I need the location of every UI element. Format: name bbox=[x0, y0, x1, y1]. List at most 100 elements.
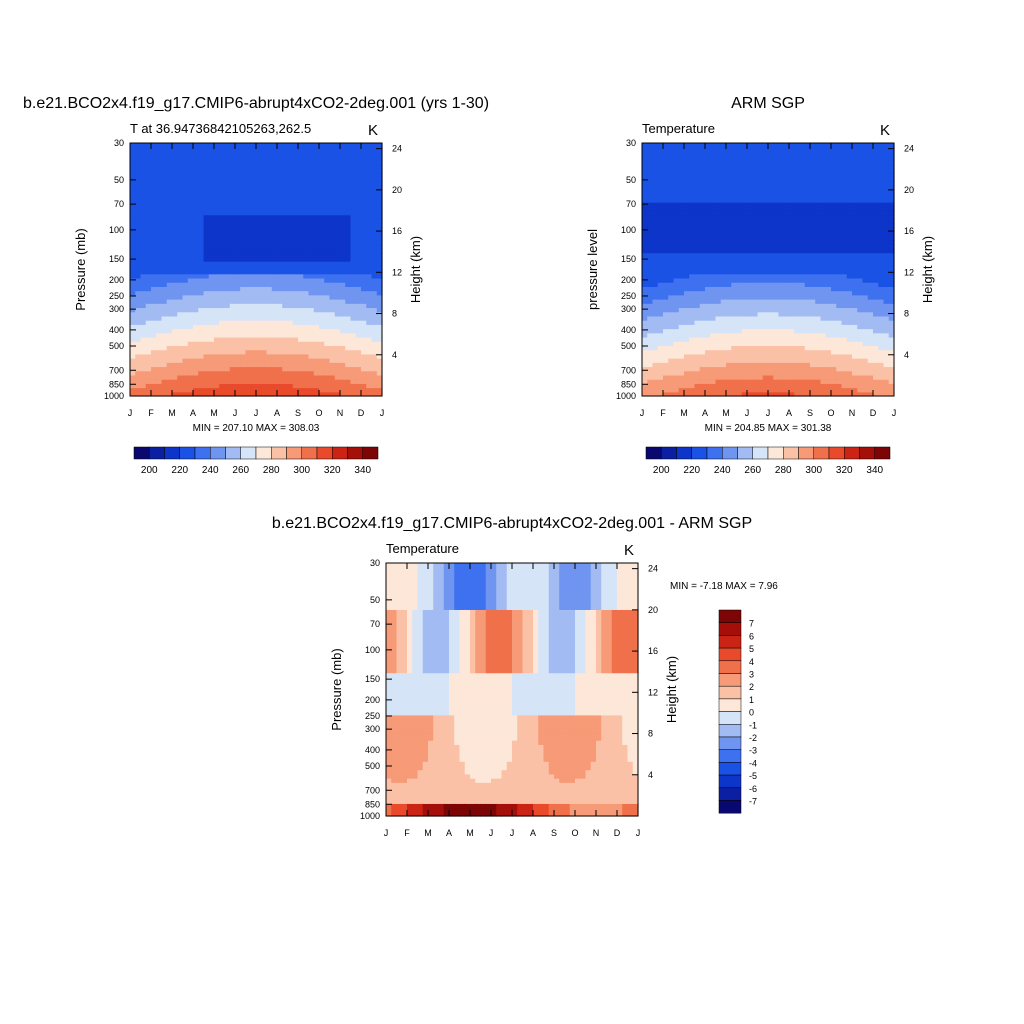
contour-cell bbox=[161, 387, 168, 393]
contour-cell bbox=[161, 197, 168, 203]
contour-cell bbox=[261, 252, 268, 258]
contour-cell bbox=[208, 202, 215, 207]
contour-cell bbox=[642, 180, 648, 186]
contour-cell bbox=[642, 189, 648, 195]
contour-cell bbox=[783, 328, 790, 334]
contour-cell bbox=[720, 210, 727, 216]
contour-cell bbox=[720, 277, 727, 283]
contour-cell bbox=[736, 273, 743, 279]
contour-cell bbox=[235, 155, 241, 161]
contour-cell bbox=[804, 328, 811, 334]
contour-cell bbox=[773, 273, 780, 279]
contour-cell bbox=[741, 286, 748, 292]
contour-cell bbox=[161, 282, 168, 287]
contour-cell bbox=[156, 290, 163, 296]
contour-cell bbox=[747, 324, 753, 330]
contour-cell bbox=[376, 143, 383, 148]
contour-cell bbox=[345, 202, 352, 207]
contour-cell bbox=[710, 172, 717, 178]
contour-cell bbox=[256, 349, 262, 355]
contour-cell bbox=[198, 286, 205, 292]
contour-cell bbox=[804, 315, 811, 321]
contour-cell bbox=[752, 336, 759, 342]
contour-cell bbox=[308, 379, 315, 384]
contour-cell bbox=[177, 277, 184, 283]
contour-cell bbox=[303, 269, 310, 275]
contour-cell bbox=[794, 358, 801, 363]
contour-cell bbox=[694, 320, 701, 325]
contour-cell bbox=[731, 261, 738, 266]
contour-cell bbox=[689, 303, 696, 309]
contour-cell bbox=[794, 324, 801, 330]
contour-cell bbox=[292, 231, 299, 237]
contour-cell bbox=[250, 185, 257, 190]
contour-cell bbox=[319, 214, 325, 220]
contour-cell bbox=[145, 273, 152, 279]
contour-cell bbox=[313, 248, 320, 254]
contour-cell bbox=[261, 269, 268, 275]
contour-cell bbox=[161, 180, 168, 186]
contour-cell bbox=[208, 147, 215, 153]
contour-cell bbox=[240, 370, 247, 376]
contour-cell bbox=[773, 303, 780, 309]
contour-cell bbox=[355, 261, 362, 266]
contour-cell bbox=[345, 324, 352, 330]
contour-cell bbox=[355, 273, 362, 279]
contour-cell bbox=[156, 366, 163, 372]
contour-cell bbox=[145, 193, 152, 199]
contour-cell bbox=[778, 387, 785, 393]
contour-cell bbox=[161, 244, 168, 250]
contour-cell bbox=[261, 353, 268, 359]
contour-cell bbox=[340, 383, 346, 389]
contour-cell bbox=[287, 248, 294, 254]
contour-cell bbox=[794, 189, 801, 195]
contour-cell bbox=[731, 214, 738, 220]
contour-cell bbox=[334, 370, 341, 376]
contour-cell bbox=[350, 311, 357, 317]
contour-cell bbox=[340, 252, 346, 258]
contour-cell bbox=[810, 265, 816, 271]
contour-cell bbox=[673, 261, 680, 266]
contour-cell bbox=[324, 235, 331, 241]
contour-cell bbox=[329, 328, 336, 334]
contour-cell bbox=[673, 286, 680, 292]
contour-cell bbox=[794, 265, 801, 271]
contour-cell bbox=[810, 151, 816, 157]
contour-cell bbox=[271, 349, 278, 355]
contour-cell bbox=[324, 143, 331, 148]
contour-cell bbox=[308, 214, 315, 220]
colorbar-box bbox=[149, 446, 165, 460]
contour-cell bbox=[266, 197, 273, 203]
contour-cell bbox=[340, 193, 346, 199]
contour-cell bbox=[741, 193, 748, 199]
contour-cell bbox=[355, 328, 362, 334]
contour-cell bbox=[715, 341, 722, 346]
contour-cell bbox=[747, 239, 753, 245]
contour-cell bbox=[292, 332, 299, 338]
contour-cell bbox=[177, 311, 184, 317]
contour-cell bbox=[303, 147, 310, 153]
contour-cell bbox=[282, 244, 289, 250]
contour-cell bbox=[736, 353, 743, 359]
contour-cell bbox=[642, 244, 648, 250]
contour-cell bbox=[214, 320, 220, 325]
contour-cell bbox=[256, 147, 262, 153]
contour-cell bbox=[350, 227, 357, 233]
contour-cell bbox=[657, 235, 664, 241]
contour-cell bbox=[731, 294, 738, 300]
contour-cell bbox=[240, 244, 247, 250]
contour-cell bbox=[193, 261, 199, 266]
contour-cell bbox=[741, 197, 748, 203]
contour-cell bbox=[350, 235, 357, 241]
contour-cell bbox=[235, 362, 241, 368]
contour-cell bbox=[135, 286, 142, 292]
contour-cell bbox=[694, 311, 701, 317]
contour-cell bbox=[366, 307, 373, 313]
contour-cell bbox=[768, 387, 774, 393]
contour-cell bbox=[266, 370, 273, 376]
contour-cell bbox=[266, 383, 273, 389]
contour-cell bbox=[668, 358, 675, 363]
contour-cell bbox=[371, 290, 378, 296]
contour-cell bbox=[345, 239, 352, 245]
contour-cell bbox=[145, 151, 152, 157]
